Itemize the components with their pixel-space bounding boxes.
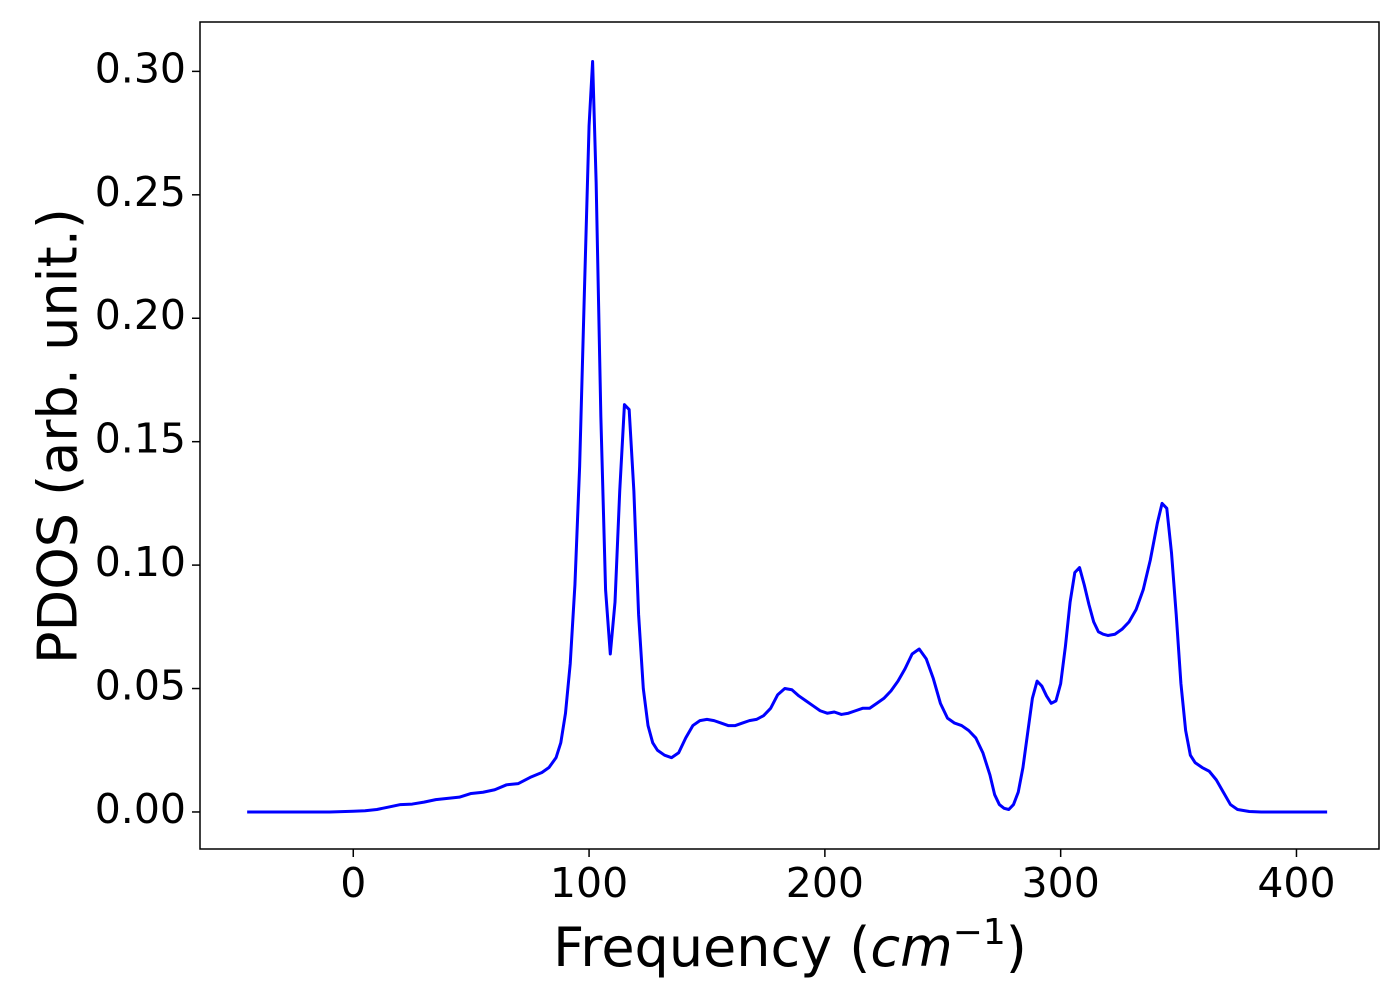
x-tick-label: 100 — [550, 859, 628, 907]
x-axis-label-part: cm — [870, 916, 952, 979]
x-axis-label-part: ) — [1006, 916, 1027, 979]
plot-frame — [199, 21, 1380, 850]
y-tick-label: 0.30 — [95, 44, 186, 92]
x-tick-label: 400 — [1257, 859, 1335, 907]
y-tick-label: 0.05 — [95, 662, 186, 710]
data-line — [247, 59, 1328, 814]
x-axis-label: Frequency (cm−1) — [553, 912, 1027, 979]
x-axis-label-part: Frequency ( — [553, 916, 870, 979]
y-tick-label: 0.20 — [95, 291, 186, 339]
x-tick-label: 200 — [786, 859, 864, 907]
y-tick-label: 0.15 — [95, 415, 186, 463]
y-axis-label: PDOS (arb. unit.) — [27, 208, 90, 664]
y-tick-label: 0.10 — [95, 538, 186, 586]
y-tick-label: 0.25 — [95, 168, 186, 216]
x-tick-label: 0 — [340, 859, 366, 907]
y-tick-label: 0.00 — [95, 785, 186, 833]
x-tick-label: 300 — [1022, 859, 1100, 907]
x-axis-label-part: −1 — [953, 912, 1006, 953]
